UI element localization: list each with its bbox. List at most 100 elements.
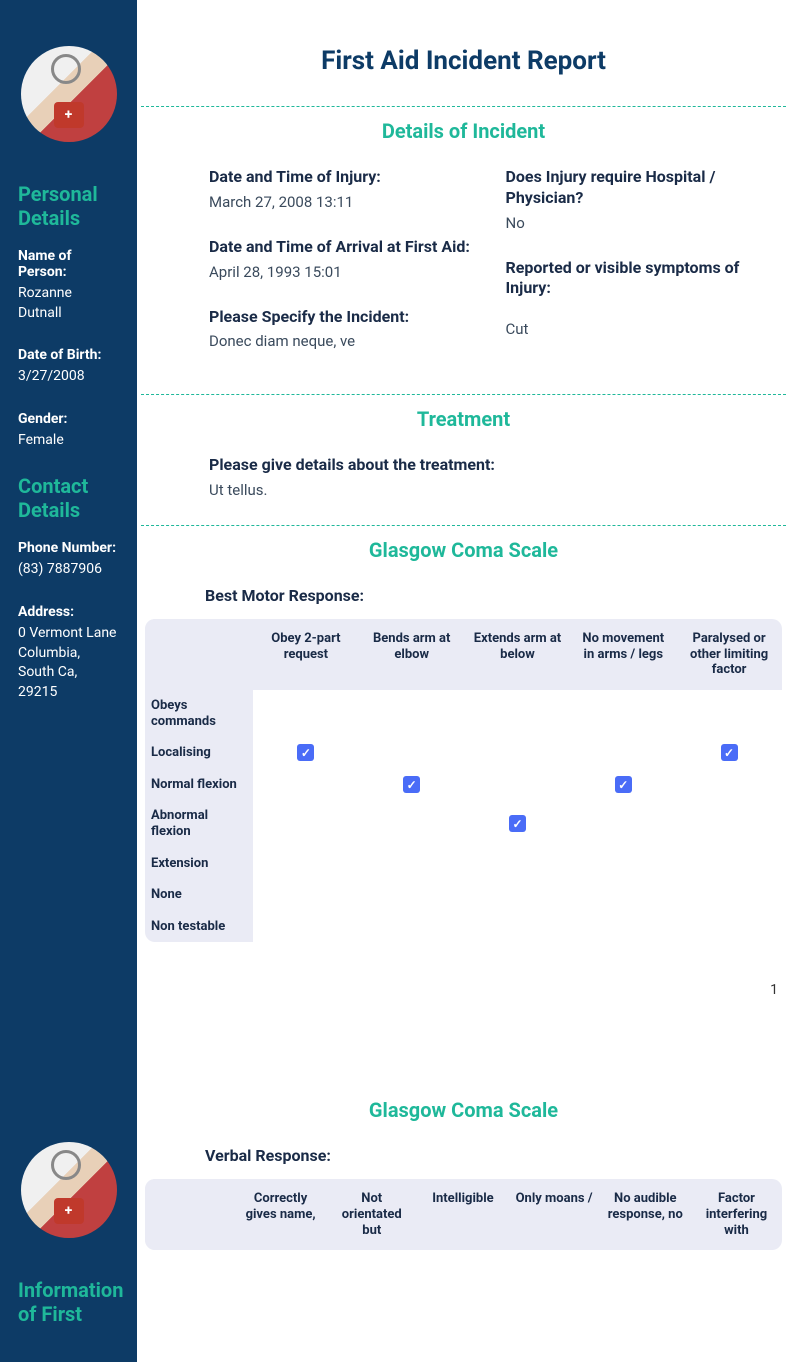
table-cell (570, 879, 676, 911)
sidebar: Personal Details Name of Person: Rozanne… (0, 0, 137, 1362)
symptoms-label: Reported or visible symptoms of Injury: (506, 258, 783, 300)
table-cell (570, 769, 676, 801)
table-cell (465, 737, 571, 769)
table-cell (570, 690, 676, 737)
table-cell (253, 690, 359, 737)
row-label: Extension (145, 848, 253, 880)
treatment-value: Ut tellus. (209, 480, 786, 501)
row-label: Obeys commands (145, 690, 253, 737)
specify-value: Donec diam neque, ve (209, 331, 486, 352)
row-label: Localising (145, 737, 253, 769)
gender-label: Gender: (18, 411, 119, 427)
row-label: Normal flexion (145, 769, 253, 801)
page-title: First Aid Incident Report (141, 46, 786, 76)
section-gcs-heading: Glasgow Coma Scale (141, 538, 786, 562)
address-label: Address: (18, 604, 119, 620)
symptoms-value: Cut (506, 319, 783, 340)
dt-arrival-label: Date and Time of Arrival at First Aid: (209, 237, 486, 258)
name-value: Rozanne Dutnall (18, 284, 119, 323)
col-header: Bends arm at elbow (359, 619, 465, 690)
gcs-motor-heading: Best Motor Response: (141, 586, 786, 619)
sidebar-heading-personal: Personal Details (18, 182, 119, 230)
row-label: Abnormal flexion (145, 800, 253, 847)
table-cell (465, 911, 571, 943)
main-content: First Aid Incident Report Details of Inc… (137, 0, 790, 1362)
table-cell (465, 800, 571, 847)
table-corner (145, 619, 253, 690)
table-cell (465, 879, 571, 911)
col-header: Not orientated but (326, 1179, 417, 1250)
gcs-motor-table: Obey 2-part request Bends arm at elbow E… (145, 619, 782, 942)
col-header: No movement in arms / legs (570, 619, 676, 690)
dob-value: 3/27/2008 (18, 367, 119, 387)
table-row: Normal flexion (145, 769, 782, 801)
checkbox-checked[interactable] (721, 744, 738, 761)
table-cell (465, 769, 571, 801)
table-corner (145, 1179, 235, 1250)
hospital-value: No (506, 213, 783, 234)
table-cell (676, 911, 782, 943)
divider (141, 394, 786, 395)
treatment-label: Please give details about the treatment: (209, 455, 786, 476)
table-cell (570, 848, 676, 880)
col-header: Correctly gives name, (235, 1179, 326, 1250)
address-value: 0 Vermont Lane Columbia, South Ca, 29215 (18, 624, 119, 702)
col-header: Paralysed or other limiting factor (676, 619, 782, 690)
table-cell (676, 769, 782, 801)
sidebar-heading-firstaider: Information of First (18, 1278, 119, 1326)
table-cell (359, 800, 465, 847)
table-row: Localising (145, 737, 782, 769)
table-cell (570, 800, 676, 847)
checkbox-checked[interactable] (403, 776, 420, 793)
table-cell (253, 737, 359, 769)
table-cell (465, 848, 571, 880)
section-treatment-heading: Treatment (141, 407, 786, 431)
avatar-image-2 (21, 1142, 117, 1238)
row-label: None (145, 879, 253, 911)
table-cell (253, 800, 359, 847)
checkbox-checked[interactable] (509, 815, 526, 832)
table-row: Non testable (145, 911, 782, 943)
divider (141, 106, 786, 107)
name-label: Name of Person: (18, 248, 119, 280)
table-cell (676, 879, 782, 911)
sidebar-heading-contact: Contact Details (18, 474, 119, 522)
avatar-image (21, 46, 117, 142)
table-row: Abnormal flexion (145, 800, 782, 847)
table-row: Obeys commands (145, 690, 782, 737)
dt-injury-value: March 27, 2008 13:11 (209, 192, 486, 213)
table-row: Extension (145, 848, 782, 880)
gcs-verbal-table: Correctly gives name, Not orientated but… (145, 1179, 782, 1250)
checkbox-checked[interactable] (615, 776, 632, 793)
dob-label: Date of Birth: (18, 347, 119, 363)
table-cell (676, 848, 782, 880)
table-cell (253, 848, 359, 880)
col-header: Factor interfering with (691, 1179, 782, 1250)
specify-label: Please Specify the Incident: (209, 307, 486, 328)
divider (141, 525, 786, 526)
col-header: Intelligible (417, 1179, 508, 1250)
gender-value: Female (18, 431, 119, 451)
table-cell (676, 737, 782, 769)
col-header: Only moans / (509, 1179, 600, 1250)
table-cell (676, 690, 782, 737)
table-header-row: Obey 2-part request Bends arm at elbow E… (145, 619, 782, 690)
page-number: 1 (141, 942, 786, 1018)
hospital-label: Does Injury require Hospital / Physician… (506, 167, 783, 209)
table-cell (359, 911, 465, 943)
table-cell (359, 737, 465, 769)
dt-arrival-value: April 28, 1993 15:01 (209, 262, 486, 283)
section-gcs2-heading: Glasgow Coma Scale (141, 1098, 786, 1122)
table-header-row: Correctly gives name, Not orientated but… (145, 1179, 782, 1250)
table-cell (359, 879, 465, 911)
table-cell (359, 690, 465, 737)
col-header: Obey 2-part request (253, 619, 359, 690)
table-row: None (145, 879, 782, 911)
row-label: Non testable (145, 911, 253, 943)
table-cell (253, 879, 359, 911)
table-cell (676, 800, 782, 847)
checkbox-checked[interactable] (297, 744, 314, 761)
col-header: No audible response, no (600, 1179, 691, 1250)
table-cell (465, 690, 571, 737)
table-cell (359, 848, 465, 880)
